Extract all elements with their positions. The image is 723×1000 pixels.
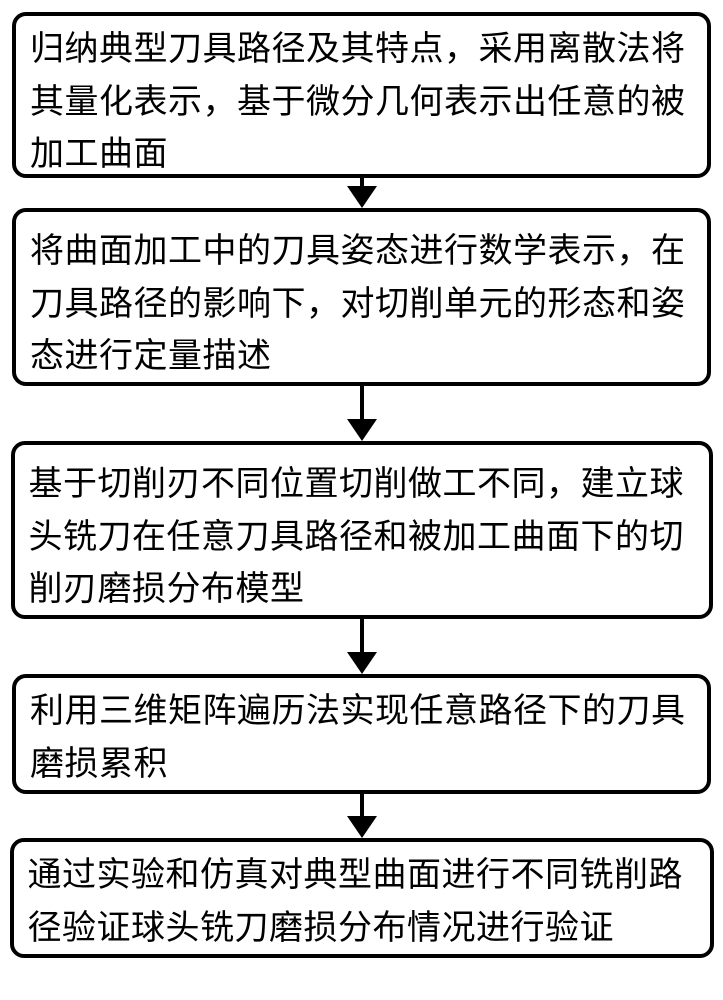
flow-node-n4: 利用三维矩阵遍历法实现任意路径下的刀具磨损累积 — [12, 674, 711, 794]
arrow-head-icon — [347, 186, 377, 208]
flow-node-text: 基于切削刃不同位置切削做工不同，建立球头铣刀在任意刀具路径和被加工曲面下的切削刃… — [29, 459, 695, 617]
flow-node-n5: 通过实验和仿真对典型曲面进行不同铣削路径验证球头铣刀磨损分布情况进行验证 — [10, 838, 714, 958]
flow-arrow — [347, 619, 377, 674]
flow-node-n2: 将曲面加工中的刀具姿态进行数学表示，在刀具路径的影响下，对切削单元的形态和姿态进… — [12, 208, 711, 386]
arrow-shaft — [360, 794, 364, 816]
flowchart-container: 归纳典型刀具路径及其特点，采用离散法将其量化表示，基于微分几何表示出任意的被加工… — [0, 0, 723, 958]
flow-arrow — [347, 386, 377, 441]
arrow-head-icon — [347, 419, 377, 441]
flow-node-text: 将曲面加工中的刀具姿态进行数学表示，在刀具路径的影响下，对切削单元的形态和姿态进… — [30, 226, 693, 384]
flow-node-text: 归纳典型刀具路径及其特点，采用离散法将其量化表示，基于微分几何表示出任意的被加工… — [30, 24, 693, 182]
flow-node-text: 通过实验和仿真对典型曲面进行不同铣削路径验证球头铣刀磨损分布情况进行验证 — [28, 850, 696, 955]
arrow-shaft — [360, 178, 364, 186]
arrow-head-icon — [347, 816, 377, 838]
arrow-shaft — [360, 619, 364, 652]
flow-node-text: 利用三维矩阵遍历法实现任意路径下的刀具磨损累积 — [30, 686, 693, 791]
flow-arrow — [347, 178, 377, 208]
flow-node-n1: 归纳典型刀具路径及其特点，采用离散法将其量化表示，基于微分几何表示出任意的被加工… — [12, 12, 711, 178]
flow-arrow — [347, 794, 377, 838]
arrow-shaft — [360, 386, 364, 419]
flow-node-n3: 基于切削刃不同位置切削做工不同，建立球头铣刀在任意刀具路径和被加工曲面下的切削刃… — [11, 441, 713, 619]
arrow-head-icon — [347, 652, 377, 674]
